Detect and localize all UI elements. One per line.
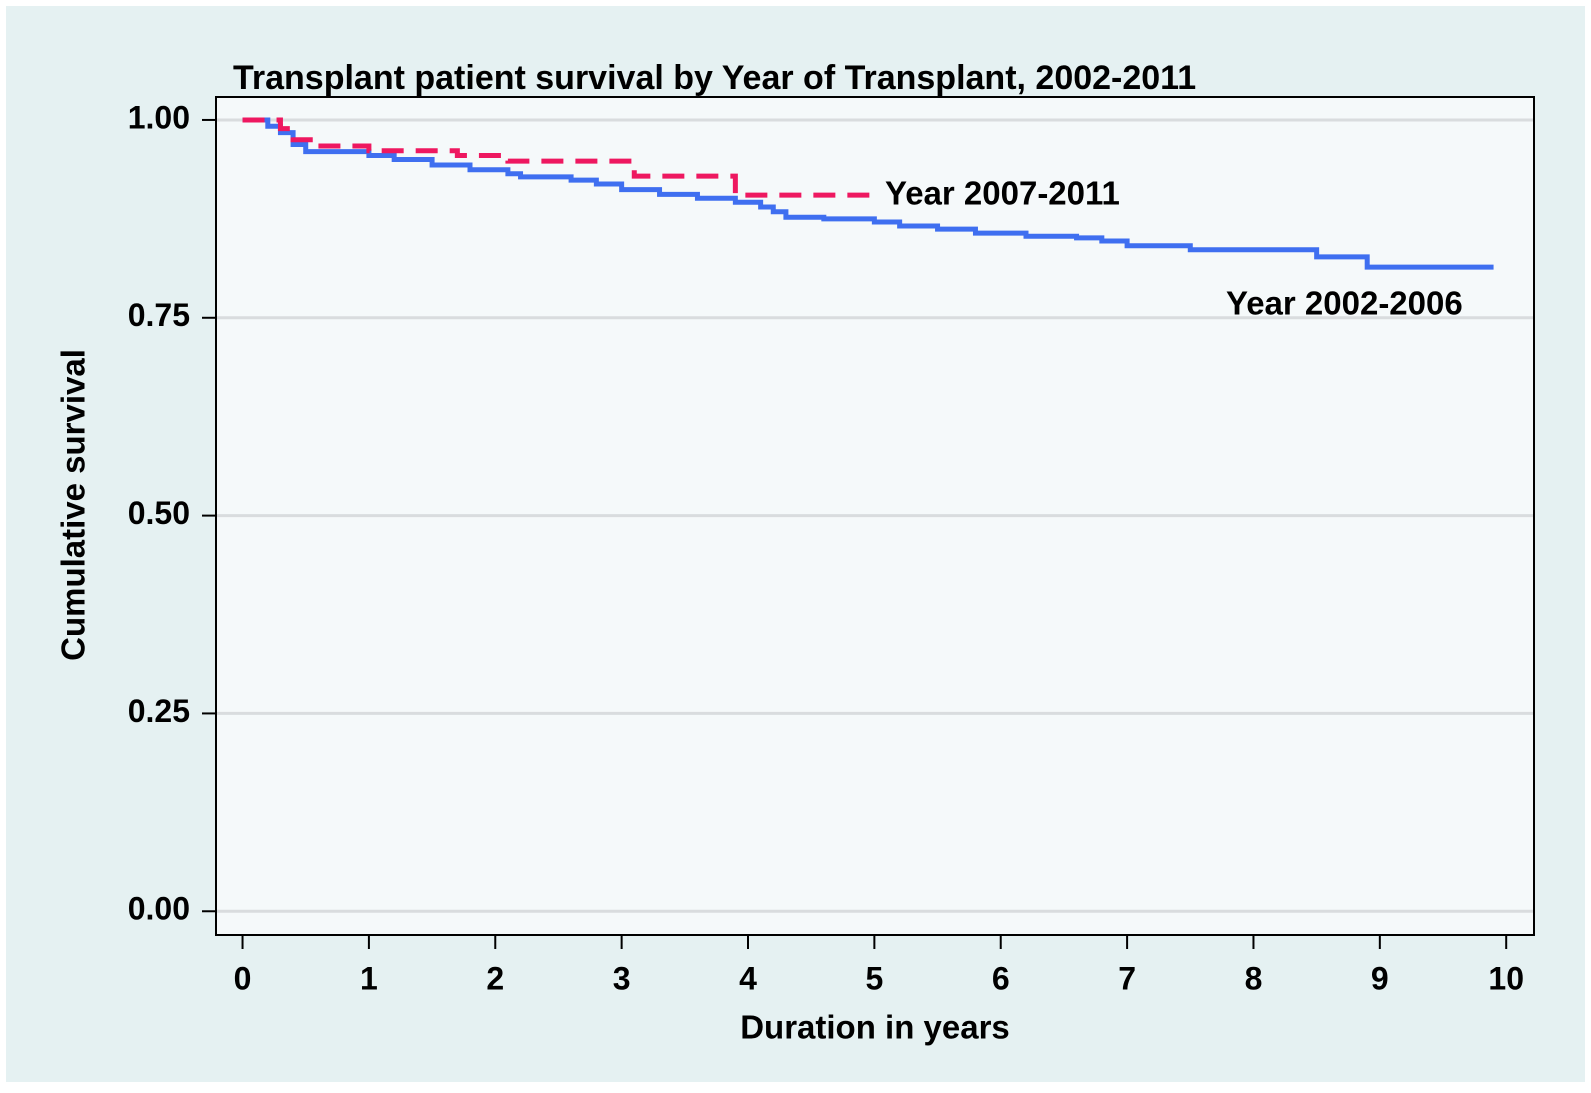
y-tick-label: 0.50 <box>128 495 190 531</box>
plot-frame <box>215 96 1535 936</box>
x-tick-label: 8 <box>1245 960 1263 996</box>
series-label: Year 2002-2006 <box>1226 285 1463 322</box>
x-tick-label: 2 <box>486 960 504 996</box>
y-tick-label: 0.00 <box>128 891 190 927</box>
x-tick-label: 7 <box>1118 960 1136 996</box>
y-tick-label: 1.00 <box>128 99 190 135</box>
x-tick-label: 5 <box>865 960 883 996</box>
series-label: Year 2007-2011 <box>885 175 1120 212</box>
x-tick-label: 0 <box>234 960 252 996</box>
x-axis-label: Duration in years <box>740 1009 1010 1046</box>
y-tick-label: 0.25 <box>128 693 190 729</box>
x-tick-label: 3 <box>613 960 631 996</box>
y-tick-label: 0.75 <box>128 297 190 333</box>
x-tick-label: 1 <box>360 960 378 996</box>
x-tick-label: 10 <box>1488 960 1524 996</box>
survival-line <box>242 117 1494 270</box>
x-tick-label: 9 <box>1371 960 1389 996</box>
x-tick-label: 4 <box>739 960 757 996</box>
chart-title: Transplant patient survival by Year of T… <box>233 59 1196 97</box>
x-tick-label: 6 <box>992 960 1010 996</box>
y-axis-label: Cumulative survival <box>55 349 92 661</box>
